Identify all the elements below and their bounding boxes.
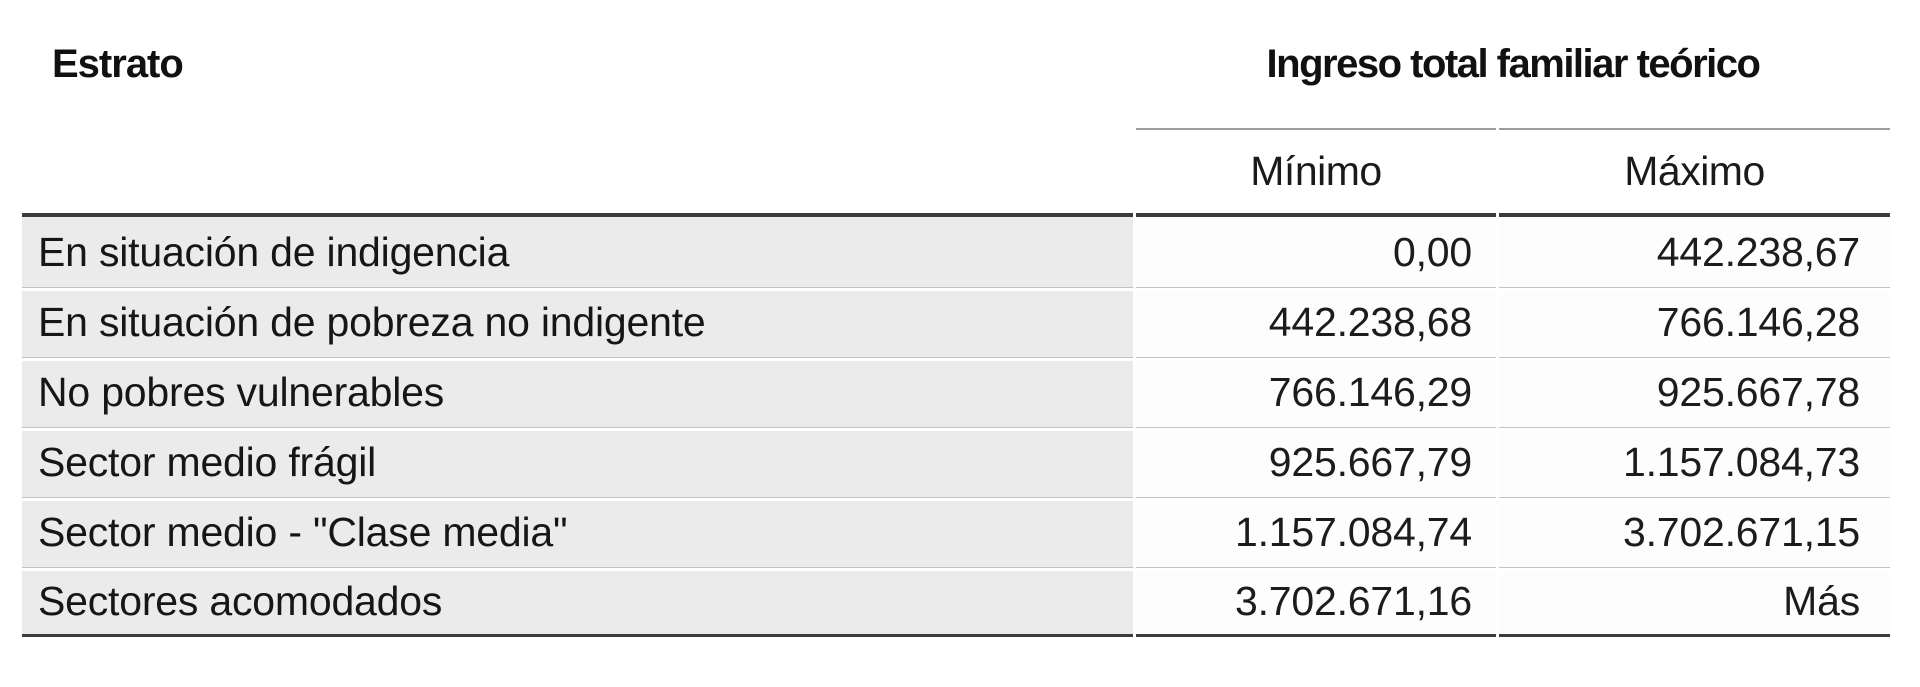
cell-min-no-pobres-vulnerables: 766.146,29 bbox=[1136, 357, 1496, 427]
row-label-sector-medio-fragil: Sector medio frágil bbox=[22, 427, 1133, 497]
cell-min-sector-medio-fragil: 925.667,79 bbox=[1136, 427, 1496, 497]
cell-max-no-pobres-vulnerables: 925.667,78 bbox=[1499, 357, 1890, 427]
column-header-maximo: Máximo bbox=[1499, 128, 1890, 217]
column-header-estrato: Estrato bbox=[52, 41, 184, 86]
column-group-header-ingreso: Ingreso total familiar teórico bbox=[1266, 41, 1761, 86]
cell-min-pobreza-no-indigente: 442.238,68 bbox=[1136, 287, 1496, 357]
row-label-indigencia: En situación de indigencia bbox=[22, 217, 1133, 287]
cell-max-pobreza-no-indigente: 766.146,28 bbox=[1499, 287, 1890, 357]
cell-min-clase-media: 1.157.084,74 bbox=[1136, 497, 1496, 567]
cell-max-clase-media: 3.702.671,15 bbox=[1499, 497, 1890, 567]
row-label-sectores-acomodados: Sectores acomodados bbox=[22, 567, 1133, 637]
row-label-clase-media: Sector medio - "Clase media" bbox=[22, 497, 1133, 567]
cell-max-sector-medio-fragil: 1.157.084,73 bbox=[1499, 427, 1890, 497]
income-strata-table: Estrato Ingreso total familiar teórico M… bbox=[22, 0, 1890, 637]
cell-min-indigencia: 0,00 bbox=[1136, 217, 1496, 287]
row-label-pobreza-no-indigente: En situación de pobreza no indigente bbox=[22, 287, 1133, 357]
column-header-minimo: Mínimo bbox=[1136, 128, 1496, 217]
subheader-spacer bbox=[22, 128, 1133, 217]
cell-max-indigencia: 442.238,67 bbox=[1499, 217, 1890, 287]
cell-max-sectores-acomodados: Más bbox=[1499, 567, 1890, 637]
row-label-no-pobres-vulnerables: No pobres vulnerables bbox=[22, 357, 1133, 427]
cell-min-sectores-acomodados: 3.702.671,16 bbox=[1136, 567, 1496, 637]
